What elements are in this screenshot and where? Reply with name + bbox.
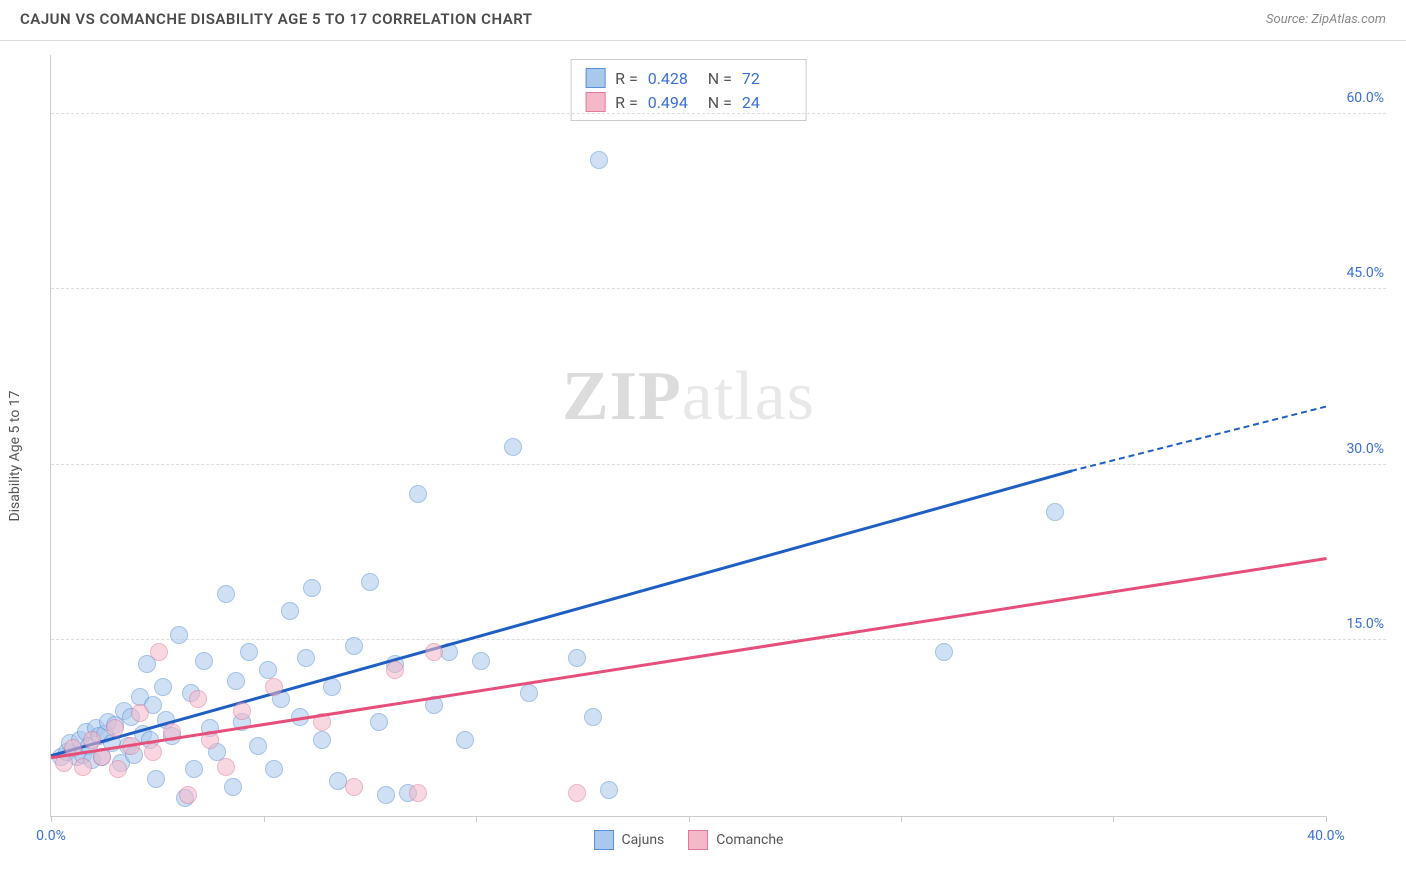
legend-item: Cajuns bbox=[594, 830, 665, 850]
n-label: N = bbox=[708, 93, 732, 112]
x-tick-mark bbox=[689, 816, 690, 822]
data-point bbox=[106, 719, 124, 737]
trend-line-dashed bbox=[1071, 405, 1327, 471]
r-value: 0.428 bbox=[648, 69, 698, 88]
data-point bbox=[386, 661, 404, 679]
gridline-horizontal bbox=[51, 464, 1386, 465]
data-point bbox=[265, 678, 283, 696]
data-point bbox=[74, 758, 92, 776]
data-point bbox=[568, 649, 586, 667]
data-point bbox=[154, 678, 172, 696]
data-point bbox=[600, 781, 618, 799]
x-tick-mark bbox=[901, 816, 902, 822]
series-swatch bbox=[585, 68, 605, 88]
data-point bbox=[590, 151, 608, 169]
data-point bbox=[297, 649, 315, 667]
r-label: R = bbox=[615, 69, 638, 88]
stats-row: R = 0.494 N = 24 bbox=[585, 90, 792, 114]
data-point bbox=[568, 784, 586, 802]
legend-label: Comanche bbox=[716, 832, 783, 848]
x-tick-label: 40.0% bbox=[1307, 828, 1345, 844]
n-value: 24 bbox=[742, 93, 792, 112]
data-point bbox=[259, 661, 277, 679]
chart-header: CAJUN VS COMANCHE DISABILITY AGE 5 TO 17… bbox=[0, 0, 1406, 41]
data-point bbox=[323, 678, 341, 696]
series-legend: Cajuns Comanche bbox=[594, 830, 784, 850]
plot-wrapper: Disability Age 5 to 17 ZIPatlas R =0.428… bbox=[50, 55, 1386, 857]
n-value: 72 bbox=[742, 69, 792, 88]
data-point bbox=[370, 713, 388, 731]
watermark: ZIPatlas bbox=[562, 357, 815, 437]
r-label: R = bbox=[615, 93, 638, 112]
data-point bbox=[345, 778, 363, 796]
data-point bbox=[303, 579, 321, 597]
data-point bbox=[144, 743, 162, 761]
data-point bbox=[520, 684, 538, 702]
gridline-horizontal bbox=[51, 639, 1386, 640]
y-tick-label: 15.0% bbox=[1346, 616, 1384, 632]
data-point bbox=[425, 643, 443, 661]
data-point bbox=[217, 585, 235, 603]
x-tick-label: 0.0% bbox=[36, 828, 66, 844]
data-point bbox=[249, 737, 267, 755]
data-point bbox=[584, 708, 602, 726]
data-point bbox=[83, 731, 101, 749]
gridline-horizontal bbox=[51, 288, 1386, 289]
r-value: 0.494 bbox=[648, 93, 698, 112]
data-point bbox=[313, 731, 331, 749]
data-point bbox=[240, 643, 258, 661]
data-point bbox=[409, 485, 427, 503]
data-point bbox=[504, 438, 522, 456]
x-tick-mark bbox=[264, 816, 265, 822]
stats-row: R = 0.428 N = 72 bbox=[585, 66, 792, 90]
y-tick-label: 45.0% bbox=[1346, 265, 1384, 281]
legend-swatch bbox=[594, 830, 614, 850]
data-point bbox=[170, 626, 188, 644]
chart-title: CAJUN VS COMANCHE DISABILITY AGE 5 TO 17… bbox=[20, 10, 533, 28]
plot-area: ZIPatlas R =0.428N =72R =0.494N =24 Caju… bbox=[50, 55, 1326, 817]
data-point bbox=[195, 652, 213, 670]
data-point bbox=[185, 760, 203, 778]
data-point bbox=[265, 760, 283, 778]
n-label: N = bbox=[708, 69, 732, 88]
data-point bbox=[109, 760, 127, 778]
legend-swatch bbox=[688, 830, 708, 850]
data-point bbox=[189, 690, 207, 708]
x-tick-mark bbox=[476, 816, 477, 822]
data-point bbox=[456, 731, 474, 749]
x-tick-mark bbox=[1113, 816, 1114, 822]
data-point bbox=[935, 643, 953, 661]
data-point bbox=[345, 637, 363, 655]
legend-item: Comanche bbox=[688, 830, 783, 850]
data-point bbox=[409, 784, 427, 802]
data-point bbox=[472, 652, 490, 670]
x-tick-mark bbox=[1326, 816, 1327, 822]
y-tick-label: 30.0% bbox=[1346, 441, 1384, 457]
data-point bbox=[377, 786, 395, 804]
x-tick-mark bbox=[51, 816, 52, 822]
data-point bbox=[233, 702, 251, 720]
data-point bbox=[131, 704, 149, 722]
trend-line bbox=[51, 469, 1072, 756]
data-point bbox=[227, 672, 245, 690]
data-point bbox=[150, 643, 168, 661]
data-point bbox=[179, 786, 197, 804]
gridline-horizontal bbox=[51, 113, 1386, 114]
data-point bbox=[224, 778, 242, 796]
legend-label: Cajuns bbox=[622, 832, 665, 848]
source-attribution: Source: ZipAtlas.com bbox=[1266, 12, 1386, 27]
y-axis-label: Disability Age 5 to 17 bbox=[7, 390, 23, 521]
series-swatch bbox=[585, 92, 605, 112]
data-point bbox=[1046, 503, 1064, 521]
data-point bbox=[281, 602, 299, 620]
y-tick-label: 60.0% bbox=[1346, 90, 1384, 106]
data-point bbox=[217, 758, 235, 776]
data-point bbox=[361, 573, 379, 591]
data-point bbox=[147, 770, 165, 788]
